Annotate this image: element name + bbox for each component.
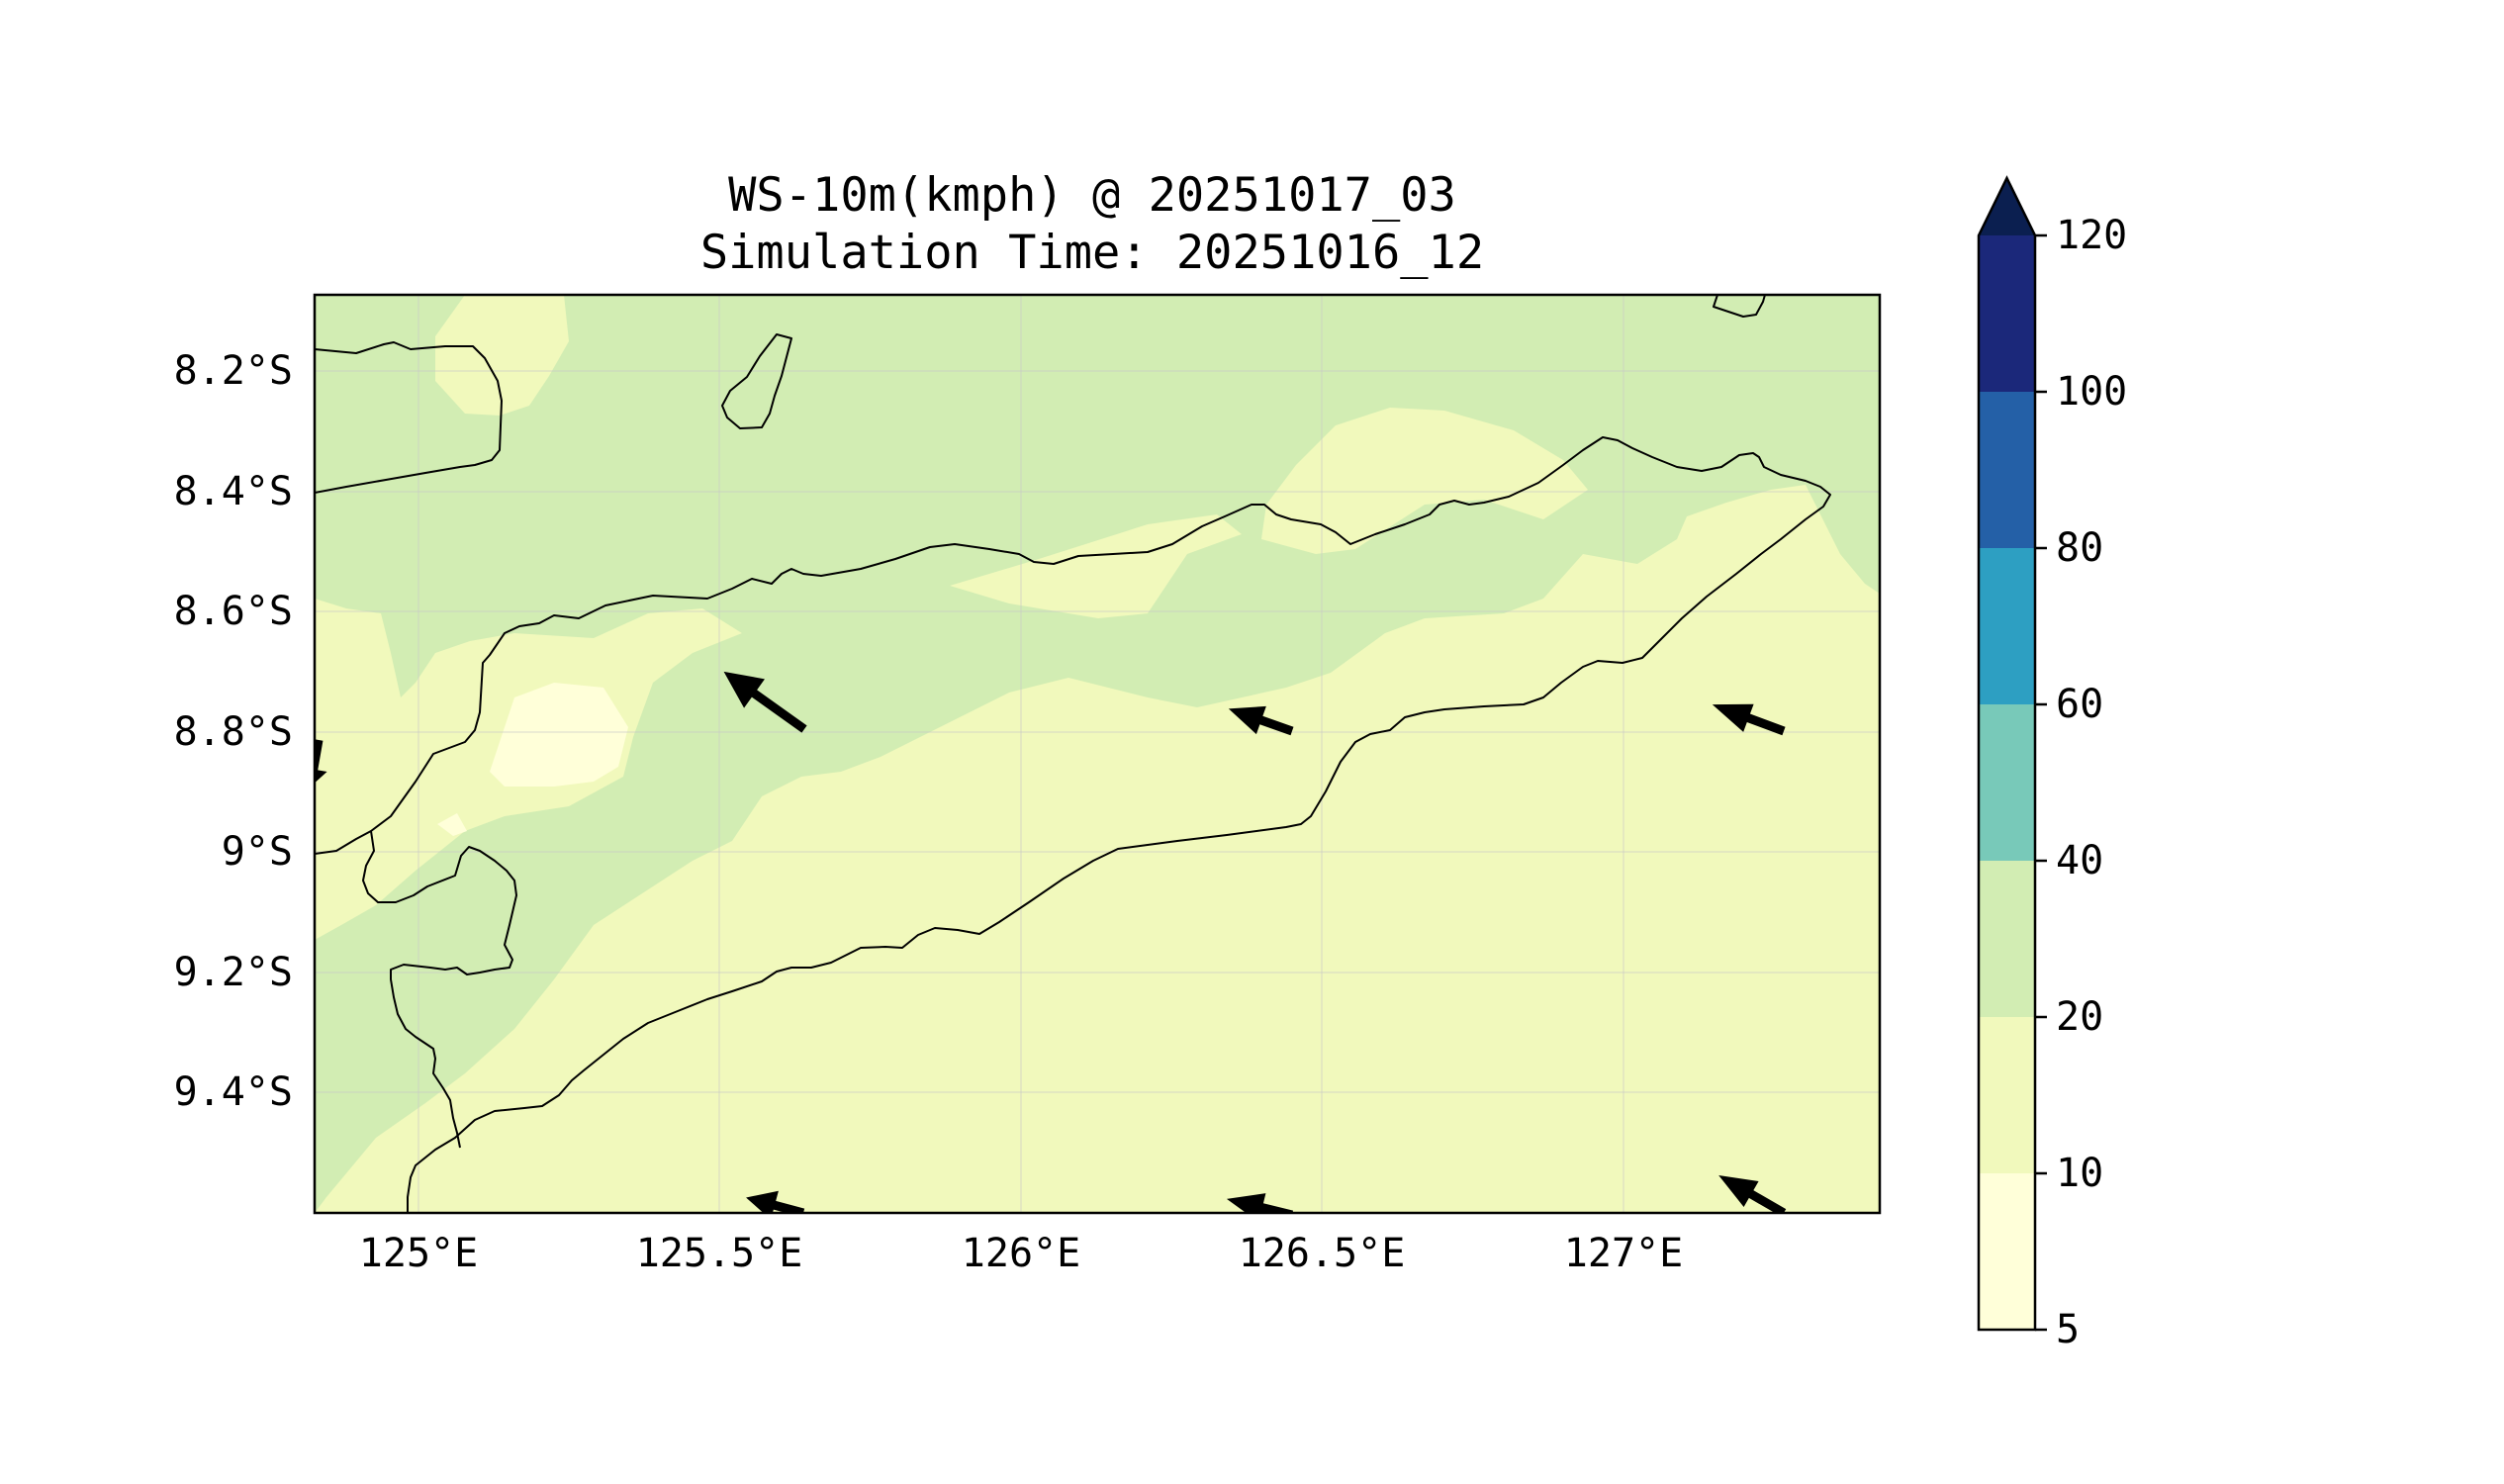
colorbar-label: 20 xyxy=(2056,994,2104,1040)
colorbar-label: 10 xyxy=(2056,1151,2104,1196)
lon-label: 126.5°E xyxy=(1238,1231,1406,1276)
map-area xyxy=(315,295,1880,1213)
lon-label: 125.5°E xyxy=(635,1231,803,1276)
lon-label: 126°E xyxy=(961,1231,1081,1276)
coastline xyxy=(315,295,1831,1213)
wind-band-20-40 xyxy=(315,295,1880,1213)
lat-label: 8.6°S xyxy=(173,589,293,634)
map-title: WS-10m(kmph) @ 20251017_03 xyxy=(728,168,1456,223)
wind-arrow xyxy=(1228,705,1294,736)
colorbar-label: 100 xyxy=(2056,369,2128,415)
colorbar-band-5-10 xyxy=(1979,1173,2035,1330)
colorbar-band-100-120 xyxy=(1979,235,2035,392)
map-frame xyxy=(313,293,1882,1215)
lon-label: 125°E xyxy=(358,1231,479,1276)
wind-arrow xyxy=(1226,1193,1294,1213)
wind-arrows xyxy=(315,671,1787,1213)
wind-arrow xyxy=(723,671,807,733)
lat-label: 9°S xyxy=(221,829,293,875)
wind-band-5-10 xyxy=(437,813,467,836)
map-gridlines xyxy=(315,295,1880,1213)
lat-label: 9.2°S xyxy=(173,950,293,995)
lon-label: 127°E xyxy=(1563,1231,1684,1276)
colorbar-label: 60 xyxy=(2056,682,2104,727)
colorbar-band-60-80 xyxy=(1979,548,2035,704)
lat-label: 8.8°S xyxy=(173,709,293,755)
lat-label: 8.2°S xyxy=(173,348,293,394)
colorbar-label: 120 xyxy=(2056,213,2128,258)
colorbar-frame xyxy=(1977,175,2037,1332)
wind-band-10-20-patch xyxy=(740,908,787,940)
colorbar-label: 80 xyxy=(2056,525,2104,571)
wind-band-10-20-patch xyxy=(1261,408,1588,554)
map-subtitle: Simulation Time: 20251016_12 xyxy=(699,226,1485,280)
colorbar-extend-max xyxy=(1979,178,2035,235)
colorbar-label: 5 xyxy=(2056,1307,2081,1352)
lat-label: 8.4°S xyxy=(173,469,293,514)
colorbar-band-40-60 xyxy=(1979,704,2035,861)
colorbar-band-80-100 xyxy=(1979,392,2035,548)
colorbar-band-20-40 xyxy=(1979,861,2035,1017)
colorbar-band-10-20 xyxy=(1979,1017,2035,1173)
wind-band-10-20-patch xyxy=(435,295,569,416)
wind-arrow xyxy=(315,739,327,788)
colorbar xyxy=(1977,175,2047,1332)
wind-band-5-10 xyxy=(490,683,628,787)
colorbar-ticks xyxy=(2035,233,2047,1332)
wind-arrow xyxy=(1718,1175,1787,1213)
wind-band-10-20-patch xyxy=(950,514,1242,618)
wind-arrow xyxy=(1712,703,1786,736)
colorbar-label: 40 xyxy=(2056,838,2104,883)
lat-label: 9.4°S xyxy=(173,1069,293,1115)
